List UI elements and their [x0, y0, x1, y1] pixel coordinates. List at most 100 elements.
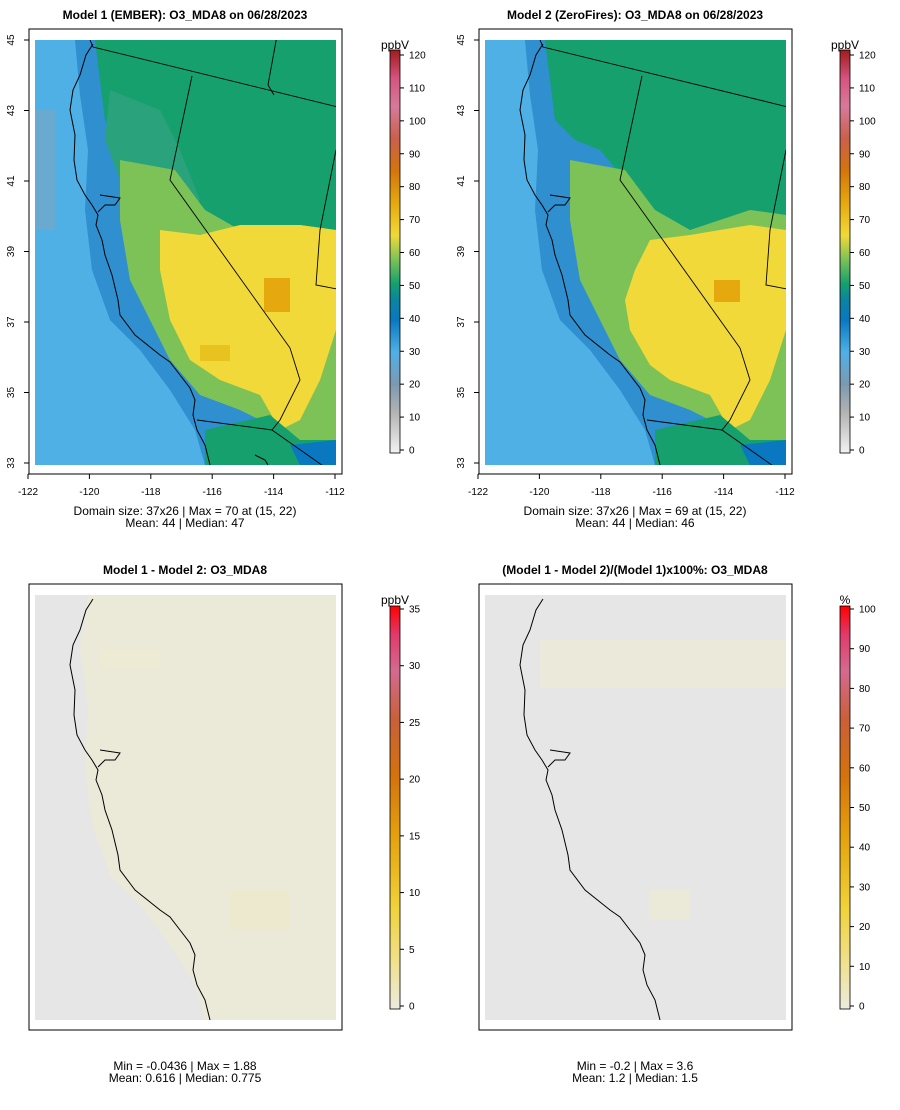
colorbar-tick-label: 10 [859, 413, 871, 424]
colorbar-ramp [389, 605, 401, 1010]
x-tick-label: -114 [714, 487, 734, 498]
colorbar-tick-label: 5 [409, 945, 415, 956]
x-tick-label: -118 [141, 487, 161, 498]
stats-line-1: Min = -0.2 | Max = 3.6 [577, 1059, 694, 1073]
x-tick-label: -114 [264, 487, 284, 498]
y-axis: 33 35 37 39 41 43 45 [6, 34, 30, 469]
panel-title: (Model 1 - Model 2)/(Model 1)x100%: O3_M… [502, 563, 768, 577]
colorbar-tick-label: 25 [409, 718, 421, 729]
colorbar-tick-label: 100 [859, 116, 876, 127]
y-tick-label: 41 [6, 175, 17, 187]
colorbar-unit: ppbV [831, 38, 859, 52]
colorbar-tick-label: 30 [859, 347, 871, 358]
y-tick-label: 45 [456, 34, 467, 46]
y-tick-label: 43 [456, 105, 467, 117]
colorbar: ppbV 0 10 20 30 40 50 60 70 80 90 100 110 120 [381, 38, 426, 457]
colorbar-tick-label: 50 [859, 281, 871, 292]
colorbar-unit: % [840, 593, 851, 607]
colorbar-tick-label: 0 [409, 1002, 415, 1013]
x-axis: -122 -120 -118 -116 -114 -112 [468, 473, 795, 498]
colorbar-unit: ppbV [381, 593, 409, 607]
colorbar-tick-label: 30 [409, 661, 421, 672]
y-tick-label: 43 [6, 105, 17, 117]
y-tick-label: 39 [6, 246, 17, 258]
colorbar-tick-label: 80 [409, 182, 421, 193]
colorbar-tick-label: 10 [859, 962, 871, 973]
x-tick-label: -122 [468, 487, 488, 498]
stats-line-2: Mean: 0.616 | Median: 0.775 [109, 1071, 262, 1085]
stats-line-1: Min = -0.0436 | Max = 1.88 [113, 1059, 257, 1073]
stats-line-2: Mean: 1.2 | Median: 1.5 [572, 1071, 698, 1085]
colorbar-tick-label: 30 [409, 347, 421, 358]
x-tick-label: -122 [18, 487, 38, 498]
colorbar: % 0 10 20 30 40 50 60 70 80 90 100 [839, 593, 876, 1013]
colorbar-tick-label: 60 [859, 248, 871, 259]
x-tick-label: -112 [325, 487, 345, 498]
colorbar-tick-label: 80 [859, 182, 871, 193]
colorbar-tick-label: 70 [859, 724, 871, 735]
colorbar-tick-label: 15 [409, 831, 421, 842]
stats-line-2: Mean: 44 | Median: 47 [125, 516, 245, 530]
colorbar-tick-label: 40 [859, 843, 871, 854]
map-frame [478, 583, 793, 1031]
colorbar-tick-label: 80 [859, 684, 871, 695]
colorbar-unit: ppbV [381, 38, 409, 52]
colorbar-ramp [839, 49, 851, 454]
percent-field [485, 595, 786, 1020]
panel-difference: Model 1 - Model 2: O3_MDA8 ppbV 0 5 10 15 20… [28, 563, 421, 1085]
y-tick-label: 37 [456, 316, 467, 328]
coastline [69, 43, 269, 465]
y-tick-label: 33 [6, 457, 17, 469]
colorbar-tick-label: 50 [409, 281, 421, 292]
o3-field [485, 40, 786, 465]
difference-field [35, 595, 336, 1020]
coastline [519, 598, 661, 1021]
y-tick-label: 35 [456, 387, 467, 399]
colorbar-tick-label: 120 [409, 51, 426, 62]
panel-percent-difference: (Model 1 - Model 2)/(Model 1)x100%: O3_M… [478, 563, 876, 1085]
colorbar: ppbV 0 10 20 30 40 50 60 70 80 90 100 110 120 [831, 38, 876, 457]
colorbar-tick-label: 120 [859, 51, 876, 62]
o3-field [35, 40, 336, 465]
panel-title: Model 1 (EMBER): O3_MDA8 on 06/28/2023 [63, 8, 308, 22]
x-tick-label: -116 [653, 487, 673, 498]
colorbar-tick-label: 110 [409, 83, 425, 94]
colorbar-ramp [389, 49, 401, 454]
colorbar-tick-label: 60 [409, 248, 421, 259]
colorbar-tick-label: 30 [859, 882, 871, 893]
y-tick-label: 45 [6, 34, 17, 46]
colorbar-tick-label: 20 [859, 380, 871, 391]
colorbar-tick-label: 20 [409, 380, 421, 391]
x-tick-label: -116 [203, 487, 223, 498]
x-tick-label: -120 [79, 487, 99, 498]
y-tick-label: 39 [456, 246, 467, 258]
colorbar: ppbV 0 5 10 15 20 25 30 35 [381, 593, 421, 1013]
x-tick-label: -120 [529, 487, 549, 498]
y-tick-label: 37 [6, 316, 17, 328]
stats-line-1: Domain size: 37x26 | Max = 70 at (15, 22… [74, 504, 297, 518]
colorbar-tick-label: 60 [859, 763, 871, 774]
colorbar-tick-label: 50 [859, 803, 871, 814]
x-axis: -122 -120 -118 -116 -114 -112 [18, 473, 345, 498]
colorbar-tick-label: 40 [859, 314, 871, 325]
x-tick-label: -112 [775, 487, 795, 498]
colorbar-tick-label: 20 [409, 775, 421, 786]
colorbar-tick-label: 10 [409, 888, 421, 899]
colorbar-tick-label: 10 [409, 413, 421, 424]
coastline [519, 43, 661, 465]
panel-title: Model 1 - Model 2: O3_MDA8 [103, 563, 267, 577]
stats-line-2: Mean: 44 | Median: 46 [575, 516, 695, 530]
colorbar-tick-label: 100 [409, 116, 426, 127]
y-axis: 33 35 37 39 41 43 45 [456, 34, 480, 469]
colorbar-tick-label: 0 [409, 446, 415, 457]
colorbar-ramp [839, 605, 851, 1010]
colorbar-tick-label: 0 [859, 446, 865, 457]
colorbar-tick-label: 0 [859, 1002, 865, 1013]
colorbar-tick-label: 20 [859, 922, 871, 933]
x-tick-label: -118 [591, 487, 611, 498]
colorbar-tick-label: 90 [859, 149, 871, 160]
y-tick-label: 41 [456, 175, 467, 187]
map-frame [28, 583, 343, 1031]
colorbar-tick-label: 40 [409, 314, 421, 325]
panel-model1: Model 1 (EMBER): O3_MDA8 on 06/28/2023 [6, 8, 426, 530]
